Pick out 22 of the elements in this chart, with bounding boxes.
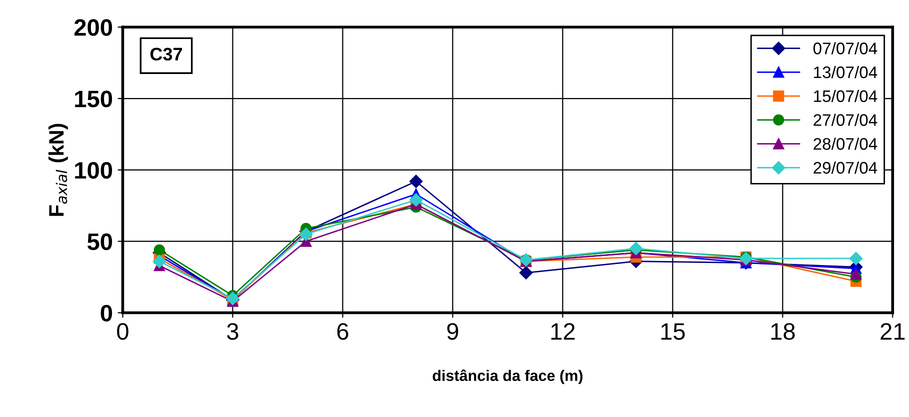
y-tick-label: 50 [87, 233, 112, 250]
y-tick-label: 100 [75, 162, 112, 179]
x-tick-label: 18 [771, 323, 795, 340]
x-tick-label: 9 [447, 323, 458, 340]
y-tick-label: 0 [100, 304, 112, 322]
legend-label: 13/07/04 [814, 66, 878, 78]
legend-label: 27/07/04 [814, 114, 878, 126]
x-tick-label: 15 [661, 323, 685, 340]
legend-label: 29/07/04 [814, 161, 878, 174]
legend-label: 28/07/04 [814, 138, 878, 150]
x-tick-label: 3 [227, 323, 238, 340]
y-axis-title: F$_{axial}$ (kN) [48, 124, 68, 216]
x-tick-label: 12 [551, 323, 575, 340]
x-tick-label: 6 [337, 323, 348, 340]
annotation: C37 [150, 48, 182, 61]
x-tick-label: 0 [117, 323, 128, 340]
y-tick-label: 150 [75, 90, 112, 108]
legend-label: 15/07/04 [814, 90, 878, 102]
y-tick-label: 200 [74, 19, 112, 36]
x-axis-title: distância da face (m) [432, 369, 582, 384]
x-tick-label: 21 [880, 323, 905, 340]
legend-label: 07/07/04 [813, 42, 878, 54]
